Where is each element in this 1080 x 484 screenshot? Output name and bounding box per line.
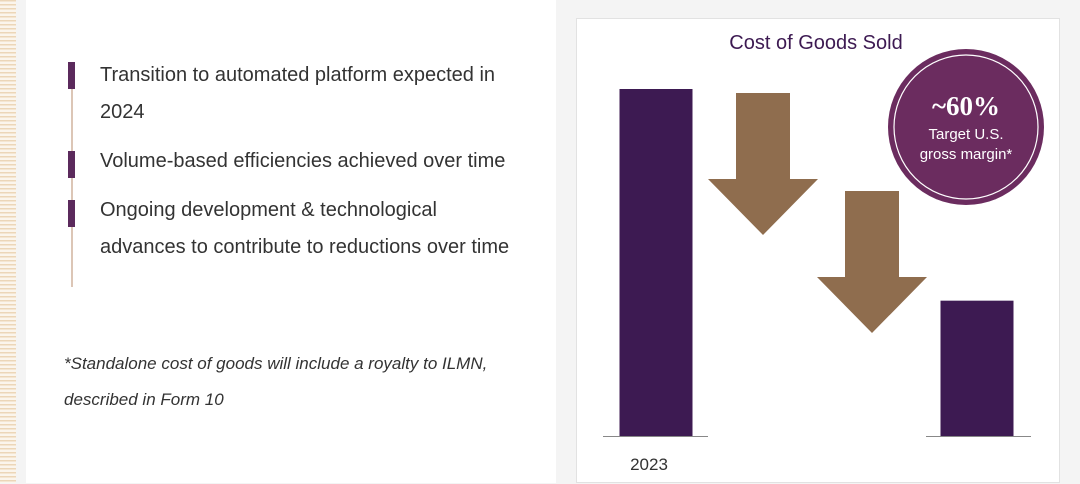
badge-circle	[888, 49, 1044, 205]
down-arrow-2	[817, 191, 927, 333]
down-arrow-1	[708, 93, 818, 235]
chart-card: Cost of Goods Sold 2023 ~60% Target U.S.…	[576, 18, 1060, 483]
bullet-text-efficiencies: Volume-based efficiencies achieved over …	[100, 150, 506, 172]
text-panel	[26, 0, 556, 483]
bullet-marker	[68, 200, 75, 227]
chart-title: Cost of Goods Sold	[729, 32, 902, 54]
decorative-stripe	[0, 0, 16, 483]
badge-inner-ring	[893, 54, 1039, 200]
x-tick-label: 2023	[630, 455, 668, 474]
badge-text-line-1: Target U.S.	[928, 126, 1003, 143]
footnote: *Standalone cost of goods will include a…	[64, 354, 488, 409]
badge-value: ~60%	[932, 91, 1000, 121]
bullet-marker	[68, 151, 75, 178]
bullet-text-automation: Transition to automated platform expecte…	[100, 64, 496, 123]
gross-margin-badge: ~60% Target U.S. gross margin*	[884, 45, 1048, 209]
bullet-text-development: Ongoing development & technological adva…	[100, 199, 510, 258]
cogs-chart: Cost of Goods Sold 2023 ~60% Target U.S.…	[603, 32, 1048, 474]
badge-text-line-2: gross margin*	[920, 146, 1013, 163]
bar-2023	[619, 89, 693, 436]
bullet-marker	[68, 62, 75, 89]
bar-period-2	[940, 300, 1014, 436]
